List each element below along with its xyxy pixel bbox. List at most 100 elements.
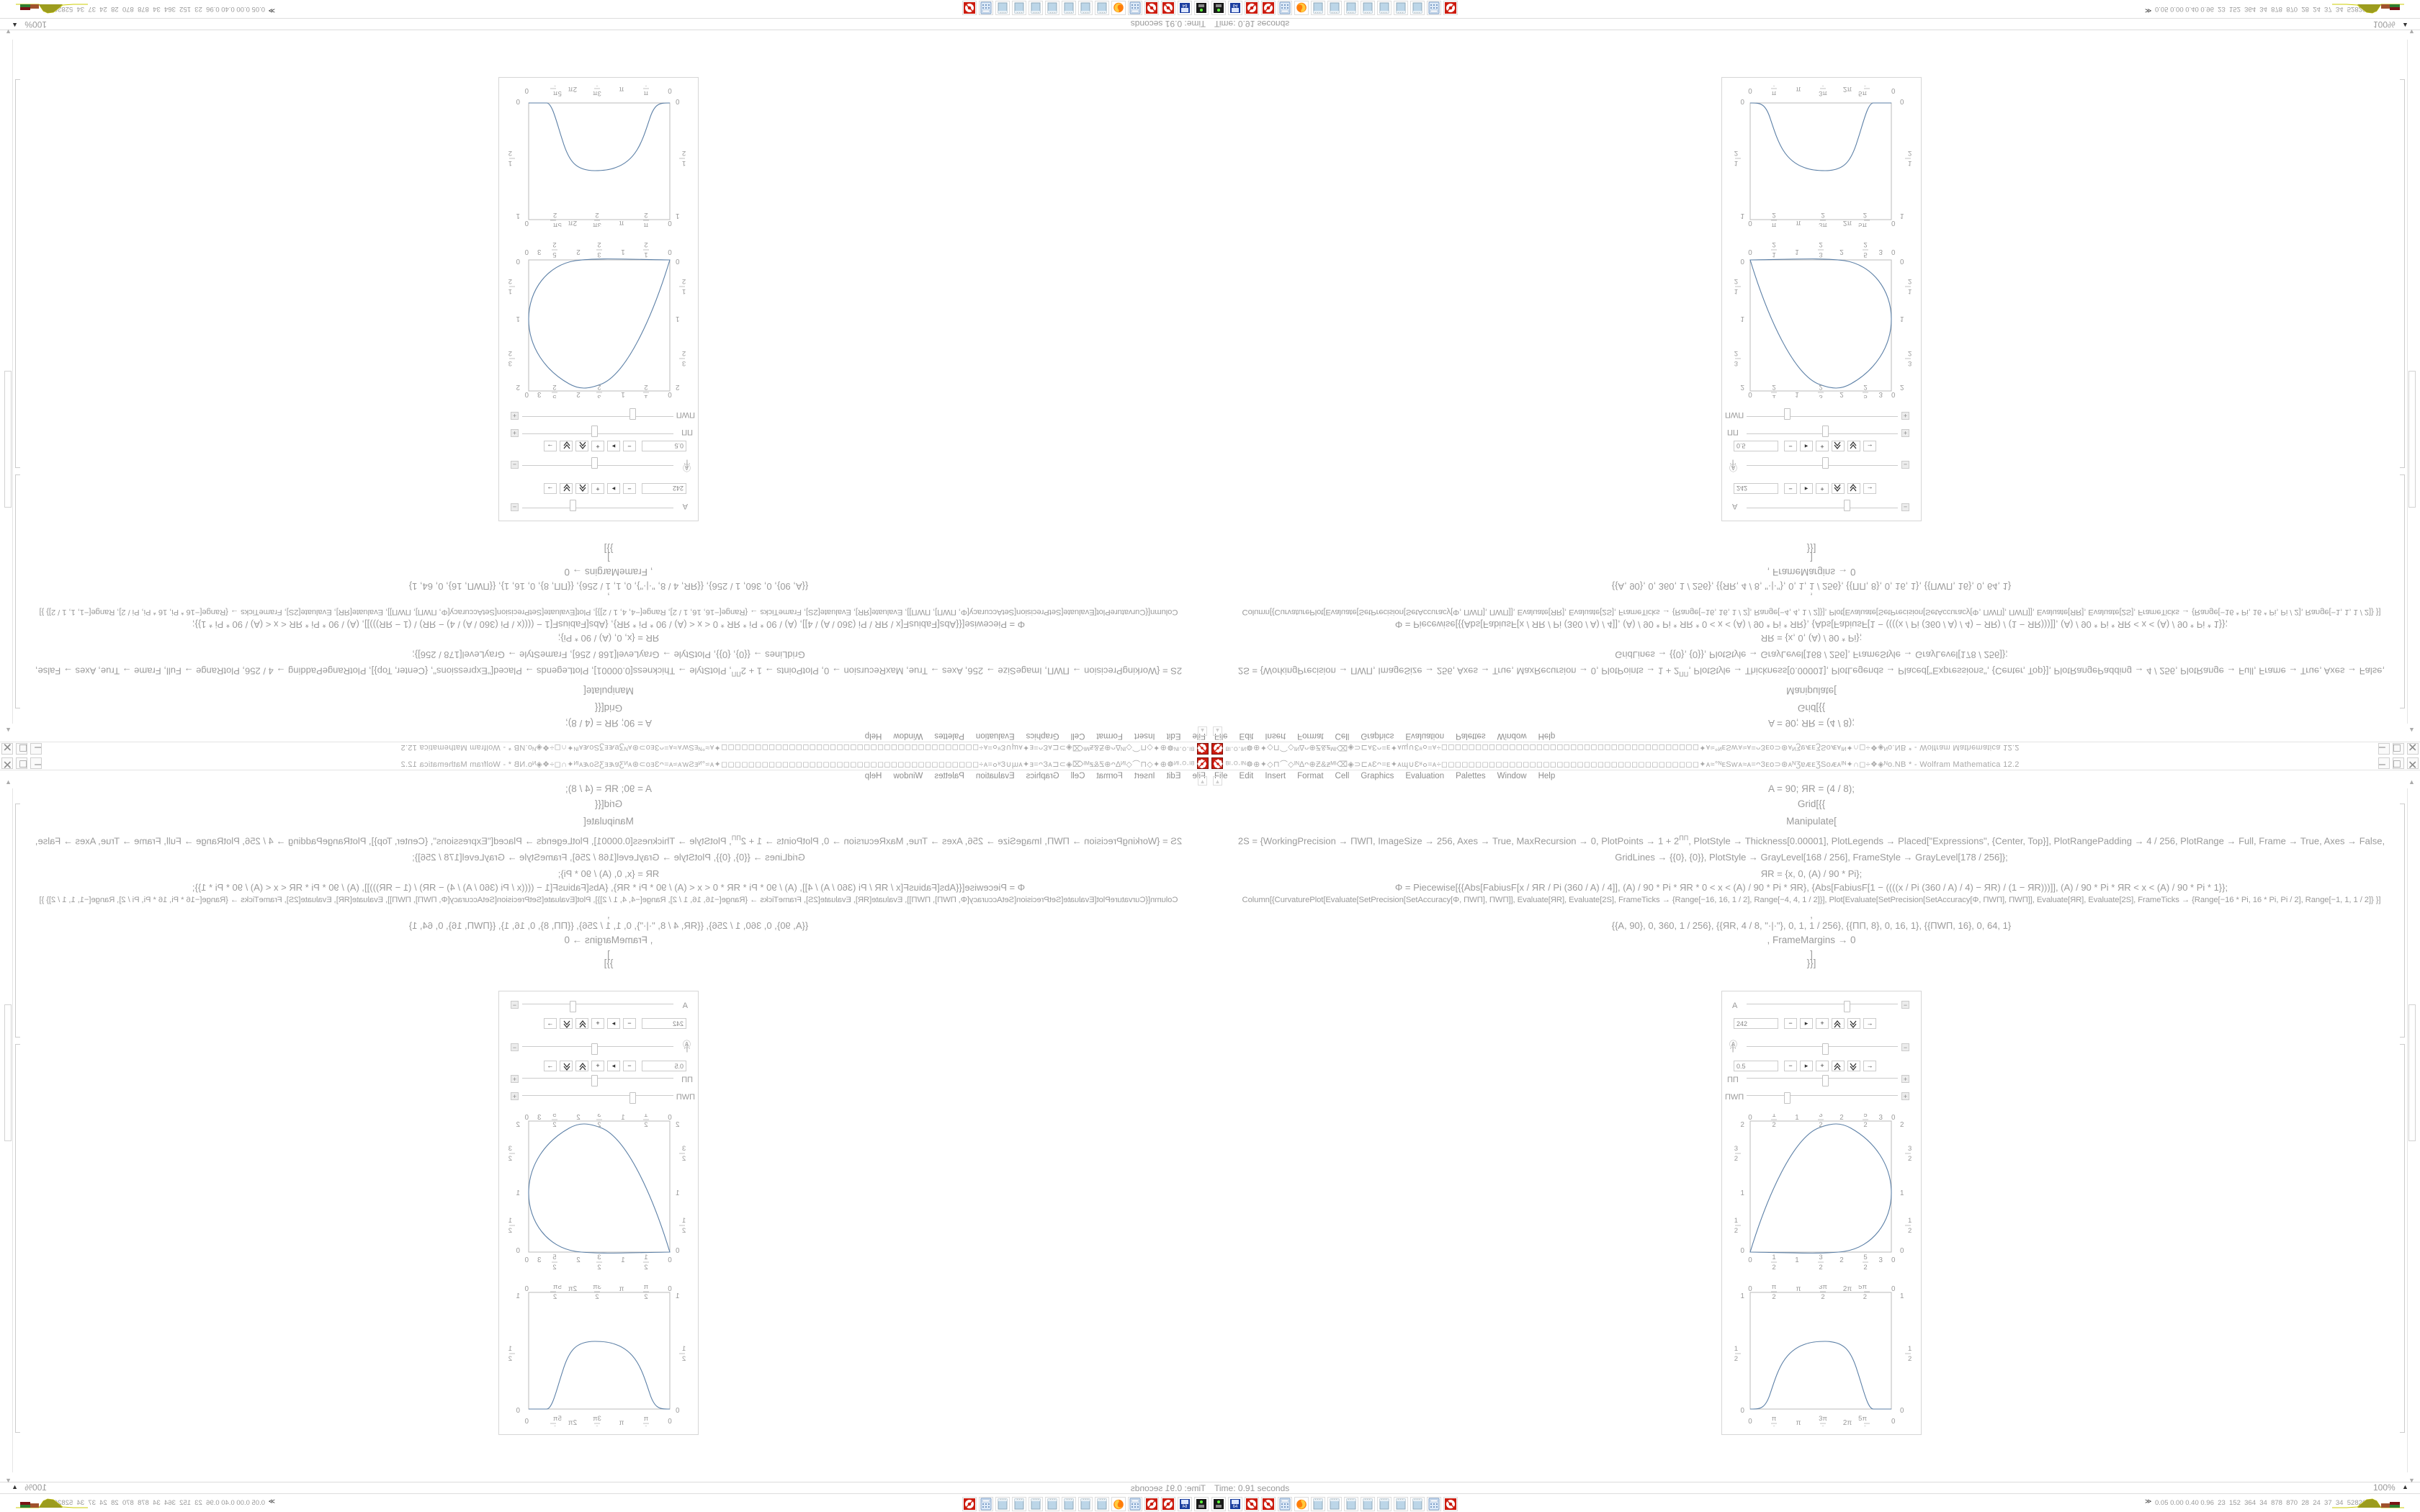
svg-text:2: 2	[1741, 1121, 1744, 1129]
svg-text:2: 2	[1821, 211, 1824, 219]
svg-text:5π: 5π	[1858, 1415, 1867, 1423]
svg-text:5: 5	[1863, 1254, 1867, 1261]
svg-text:3: 3	[1819, 393, 1822, 398]
svg-text:1: 1	[676, 1189, 679, 1197]
svg-text:2: 2	[1772, 1121, 1775, 1129]
svg-text:1: 1	[1772, 251, 1775, 258]
svg-text:π: π	[1796, 1285, 1801, 1293]
svg-text:2: 2	[1734, 149, 1738, 157]
svg-text:π: π	[619, 1285, 624, 1293]
svg-text:1: 1	[676, 315, 679, 323]
svg-text:0: 0	[1748, 219, 1752, 227]
svg-text:2: 2	[595, 1293, 599, 1301]
svg-text:1: 1	[682, 159, 686, 167]
svg-text:2: 2	[1819, 1121, 1822, 1129]
svg-text:2: 2	[595, 211, 599, 219]
svg-text:64: 64	[1233, 1505, 1238, 1509]
svg-text:1: 1	[516, 1189, 520, 1197]
svg-text:3: 3	[682, 359, 686, 367]
svg-text:2: 2	[1863, 86, 1867, 87]
svg-text:1: 1	[1908, 159, 1912, 167]
svg-text:1: 1	[1734, 1345, 1738, 1353]
svg-text:0: 0	[524, 248, 529, 256]
svg-text:2: 2	[1734, 1227, 1738, 1235]
svg-text:2: 2	[508, 1227, 512, 1235]
svg-text:1: 1	[676, 1292, 679, 1300]
svg-text:0: 0	[524, 219, 529, 227]
svg-text:3π: 3π	[593, 1415, 601, 1423]
svg-text:3π: 3π	[593, 89, 601, 97]
svg-text:2: 2	[682, 1227, 686, 1235]
svg-text:2: 2	[1772, 86, 1775, 87]
svg-text:2: 2	[682, 1355, 686, 1363]
svg-text:2π: 2π	[568, 1419, 577, 1426]
svg-text:1: 1	[1741, 1292, 1744, 1300]
svg-text:0: 0	[1748, 1114, 1752, 1122]
svg-text:0: 0	[524, 1285, 529, 1293]
svg-text:1: 1	[516, 212, 520, 220]
svg-text:2: 2	[553, 1293, 557, 1301]
svg-text:64: 64	[1182, 1505, 1187, 1509]
svg-text:π: π	[1772, 1415, 1777, 1423]
svg-text:5π: 5π	[1858, 221, 1867, 227]
svg-text:0: 0	[516, 1407, 520, 1415]
svg-text:2: 2	[1772, 1293, 1775, 1301]
svg-text:1: 1	[1795, 390, 1798, 398]
svg-text:0: 0	[524, 86, 529, 94]
svg-text:2: 2	[1734, 277, 1738, 285]
svg-text:2: 2	[1839, 1256, 1843, 1264]
svg-text:5π: 5π	[1858, 1285, 1867, 1291]
svg-text:0: 0	[675, 1407, 679, 1415]
svg-text:2π: 2π	[568, 1285, 577, 1293]
svg-text:0: 0	[1900, 1407, 1904, 1415]
svg-text:2: 2	[1821, 1425, 1824, 1426]
svg-text:π: π	[1796, 219, 1801, 227]
svg-text:2: 2	[1908, 277, 1912, 285]
svg-text:64: 64	[1182, 3, 1187, 7]
svg-text:0: 0	[668, 1114, 672, 1122]
svg-text:0: 0	[668, 248, 672, 256]
svg-text:2: 2	[644, 86, 647, 87]
svg-text:2: 2	[676, 383, 679, 391]
svg-text:2: 2	[1819, 243, 1822, 248]
svg-text:0: 0	[668, 1285, 672, 1293]
svg-text:1: 1	[1772, 1254, 1775, 1261]
svg-text:1: 1	[508, 1217, 512, 1225]
svg-text:1: 1	[1795, 1256, 1798, 1264]
svg-text:0: 0	[1748, 390, 1752, 398]
svg-text:5: 5	[552, 393, 556, 398]
svg-text:2: 2	[1772, 211, 1775, 219]
svg-text:3: 3	[1879, 390, 1883, 398]
svg-text:2π: 2π	[1843, 1285, 1852, 1293]
svg-text:3: 3	[1908, 1145, 1912, 1153]
svg-text:3: 3	[1734, 359, 1738, 367]
svg-text:π: π	[1796, 1419, 1801, 1426]
svg-text:0: 0	[668, 1418, 672, 1426]
svg-text:0: 0	[675, 257, 679, 265]
svg-text:1: 1	[508, 287, 512, 295]
svg-text:2: 2	[508, 1155, 512, 1163]
svg-text:2: 2	[1821, 1293, 1824, 1301]
svg-text:0: 0	[524, 1114, 529, 1122]
svg-text:5π: 5π	[553, 1285, 562, 1291]
svg-text:0: 0	[516, 257, 520, 265]
svg-text:2: 2	[597, 243, 601, 248]
svg-text:1: 1	[644, 1114, 647, 1119]
svg-text:2: 2	[553, 86, 557, 87]
svg-text:2: 2	[682, 277, 686, 285]
svg-text:0: 0	[1741, 257, 1745, 265]
svg-text:2: 2	[1863, 1425, 1867, 1426]
svg-text:2: 2	[1863, 211, 1867, 219]
svg-text:2: 2	[1772, 243, 1775, 248]
svg-text:2: 2	[644, 1264, 647, 1269]
svg-text:1: 1	[1734, 159, 1738, 167]
svg-text:0: 0	[516, 1247, 520, 1255]
svg-text:5: 5	[552, 1254, 556, 1261]
svg-text:2: 2	[1863, 243, 1867, 248]
svg-text:0: 0	[668, 390, 672, 398]
svg-text:2: 2	[644, 1121, 647, 1129]
svg-text:0: 0	[1891, 1114, 1896, 1122]
svg-text:0: 0	[1891, 1285, 1896, 1293]
svg-text:2: 2	[1819, 383, 1822, 391]
svg-text:1: 1	[682, 1217, 686, 1225]
